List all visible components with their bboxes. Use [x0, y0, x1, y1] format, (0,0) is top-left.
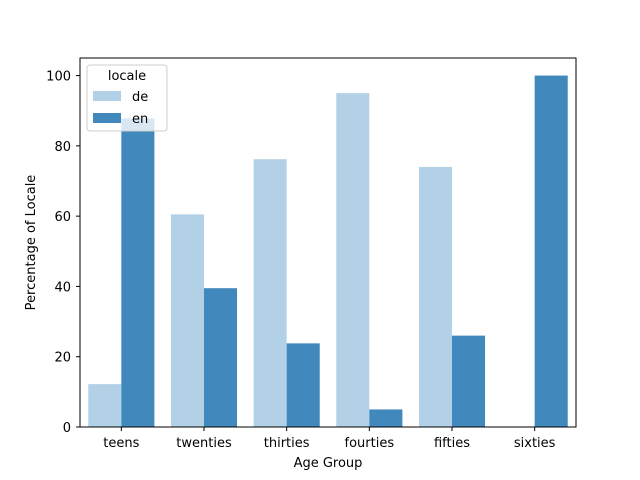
y-tick-label: 20 — [54, 351, 71, 366]
y-tick-label: 80 — [54, 140, 71, 155]
bar-en-fourties — [369, 409, 403, 427]
legend: locale de en — [86, 64, 168, 132]
x-tick-label: twenties — [176, 436, 232, 451]
bar-en-sixties — [534, 75, 568, 428]
y-axis-label: Percentage of Locale — [24, 175, 39, 311]
x-tick-label: thirties — [264, 436, 310, 451]
y-tick-label: 100 — [46, 70, 71, 85]
plot-frame — [79, 57, 577, 428]
bar-en-fifties — [452, 335, 486, 427]
x-tick-label: sixties — [514, 436, 556, 451]
legend-title: locale — [108, 69, 146, 84]
x-tick-label: fifties — [434, 436, 470, 451]
legend-label-de: de — [132, 90, 148, 105]
bar-en-twenties — [204, 288, 238, 427]
legend-label-en: en — [132, 112, 148, 127]
bars-layer — [88, 75, 568, 428]
x-axis-label: Age Group — [294, 456, 363, 471]
y-tick-label: 40 — [54, 280, 71, 295]
y-axis-ticks: 0 20 40 60 80 100 — [46, 70, 80, 436]
legend-swatch-de — [93, 91, 121, 101]
y-tick-label: 60 — [54, 210, 71, 225]
bar-de-fourties — [336, 93, 370, 428]
bar-de-fifties — [418, 166, 452, 427]
x-tick-label: teens — [103, 436, 139, 451]
bar-en-thirties — [286, 343, 320, 427]
y-tick-label: 0 — [63, 421, 71, 436]
bar-en-teens — [121, 118, 155, 428]
bar-de-teens — [88, 384, 122, 427]
x-axis-ticks: teens twenties thirties fourties fifties sixt… — [103, 427, 556, 451]
legend-swatch-en — [93, 113, 121, 123]
bar-de-twenties — [170, 214, 204, 427]
x-tick-label: fourties — [345, 436, 395, 451]
bar-de-thirties — [253, 159, 287, 427]
